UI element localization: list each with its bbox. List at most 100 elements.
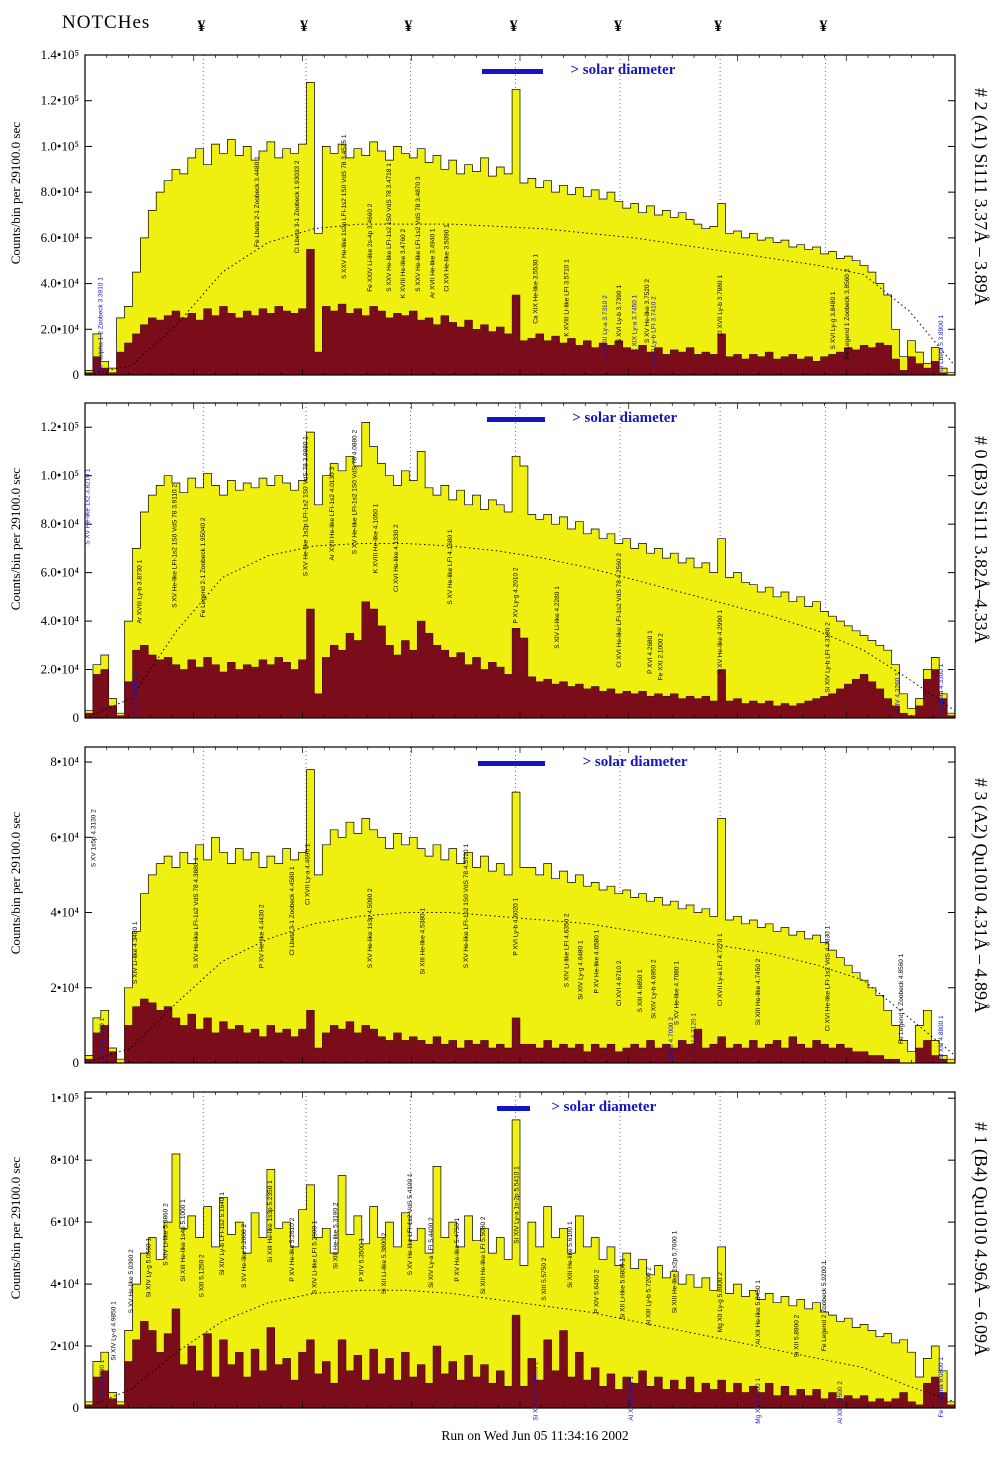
y-tick-label: 8•10⁴	[50, 1152, 79, 1167]
solar-diameter-bar-panel-3	[478, 761, 546, 766]
y-tick-label: 0	[73, 367, 80, 382]
line-annotation: Si XIII He-like 4.5380 1	[419, 908, 426, 975]
y-tick-label: 4•10⁴	[50, 905, 79, 920]
line-annotation: Si XIII He-like 5.3190 2	[332, 1202, 339, 1269]
y-tick-label: 4.0•10⁴	[41, 276, 80, 291]
notches-label: NOTCHes	[62, 12, 151, 33]
line-annotation: Si XIII He-like 4.7450 2	[755, 958, 762, 1025]
y-tick-label: 6.0•10⁴	[41, 230, 80, 245]
line-annotation: Si XII Li-like 5.3800 2	[381, 1232, 388, 1294]
y-tick-label: 1.0•10⁵	[41, 468, 79, 483]
line-annotation: Si XIII He-like 1s3p 5.2350 1	[267, 1180, 274, 1263]
line-annotation: S XIV Li-like 4.2280 1	[554, 586, 561, 649]
line-annotation: S XVI Ly-g 3.8480 1	[830, 291, 837, 349]
line-annotation: Fe Lbeta 2-1 Zoobeck 3.4480 1	[254, 156, 261, 247]
line-annotation: Si XIII He-like 5.6100 1	[567, 1221, 574, 1288]
y-tick-label: 0	[73, 710, 80, 725]
line-annotation: S XXV He-like LFI-1s2 1S0 VdS 78 3.4718 …	[386, 163, 393, 292]
line-annotation: P XV He-like 4.4430 2	[258, 904, 265, 968]
line-annotation: P XV He-like 5.2610 2	[289, 1217, 296, 1281]
line-annotation: Cl XVI He-like 3.5090 1	[444, 224, 451, 292]
line-annotation: S XV He-like 1s2 3.8210 1	[84, 468, 91, 545]
line-annotation: S XV He-like LFI-1s2 VdS 5.4100 1	[407, 1173, 414, 1275]
line-annotation: S XV He-like LFI-1s2 VdS 78 4.3880 1	[193, 857, 200, 968]
line-annotation: S XXV He-like LFI-1s2 VdS 78 3.4870 3	[415, 176, 422, 292]
line-annotation: Ar XVII He-like LFI-1s2 4.0130 3	[329, 467, 336, 561]
histogram-total	[84, 422, 956, 719]
line-annotation: Si XIV Ly-b LFI 4.3180 2	[825, 622, 832, 693]
histogram-background	[84, 249, 955, 376]
notch-symbol: ¥	[299, 18, 308, 35]
line-annotation: Si XIV Ly-d 4.9850 1	[111, 1301, 118, 1361]
line-annotation: Cl Lbeta 3-1 Zoobeck 4.4580 1	[289, 866, 296, 956]
solar-diameter-label-panel-4: > solar diameter	[551, 1099, 657, 1115]
notch-symbol: ¥	[714, 18, 723, 35]
line-annotation: Cl XVI He-like LFI-1s2 VdS 4.7830 1	[825, 926, 832, 1032]
y-tick-label: 2.0•10⁴	[41, 321, 80, 336]
line-annotation: S XV He-like LFI-1s2 1S0 VdS 78 4.0880 2	[351, 430, 358, 555]
line-annotation: Si XIV Ly-a 1s-2p 5.5410 1	[513, 1166, 520, 1244]
channel-label-panel-1: # 2 (A1) Si111 3.37Å – 3.89Å	[971, 88, 991, 306]
line-annotation: Cl XVII Ly-a 4.4690 1	[305, 843, 312, 905]
line-annotation: S XV He-like 3.7520 2	[644, 279, 651, 343]
solar-diameter-bar-panel-1	[481, 69, 544, 74]
y-tick-label: 4•10⁴	[50, 1276, 79, 1291]
solar-diameter-label-panel-3: > solar diameter	[582, 754, 688, 770]
notch-symbol: ¥	[509, 18, 518, 35]
line-annotation: S XV He-like LFI-1s2 1S0 VdS 78 3.9110 2	[171, 484, 178, 608]
y-tick-label: 4.0•10⁴	[41, 613, 80, 628]
histogram-total	[84, 1119, 956, 1409]
line-annotation: P XIV 5.3500 1	[358, 1238, 365, 1282]
y-tick-label: 8.0•10⁴	[41, 516, 80, 531]
y-tick-label: 2.0•10⁴	[41, 662, 80, 677]
histogram-background	[84, 601, 956, 719]
line-annotation: Si XIV Ly-g 4.6480 1	[578, 940, 585, 1000]
line-annotation: S XIV Li-like 5.0860 2	[163, 1203, 170, 1266]
y-tick-label: 2•10⁴	[50, 980, 79, 995]
line-annotation: S XIII 5.1250 2	[198, 1254, 205, 1297]
line-annotation: Cl XVI He-like 4.1330 2	[393, 524, 400, 592]
notch-symbol: ¥	[404, 18, 413, 35]
line-annotation: S XV He-like 1s3p 4.5090 2	[367, 888, 374, 968]
line-annotation: P XVI 4.2680 1	[647, 630, 654, 674]
channel-label-panel-3: # 3 (A2) Qu1010 4.31Å – 4.89Å	[971, 778, 991, 1013]
line-annotation: Cl XVI 4.6710 2	[616, 960, 623, 1006]
y-tick-label: 1.2•10⁵	[41, 93, 79, 108]
line-annotation: K XVIII Li-like LFI 3.5710 1	[564, 259, 571, 337]
line-annotation: Cl XVI He-like LFI-1s2 VdS 78 4.2560 2	[616, 553, 623, 668]
y-axis-title-panel-3: Counts/bin per 29100.0 sec	[8, 812, 23, 955]
line-annotation: Mg XII 5.8500 1	[755, 1378, 762, 1424]
y-axis-title-panel-1: Counts/bin per 29100.0 sec	[8, 122, 23, 265]
line-annotation: Fe Kalpha 1-2 Zoobeck 3.3910 1	[97, 277, 104, 372]
line-annotation: Fe Legend 2-1 Zoobeck 1.95040 2	[200, 517, 207, 617]
line-annotation: S IV 4.3260 1	[894, 672, 901, 712]
line-annotation: S XV He-like 5.0390 2	[128, 1249, 135, 1313]
histogram-background	[84, 1308, 956, 1409]
line-annotation: K XIX Ly-a 3.7450 1	[632, 294, 639, 352]
line-annotation: S XV He-like 4.2990 1	[717, 610, 724, 674]
solar-diameter-label-panel-2: > solar diameter	[572, 410, 678, 426]
line-annotation: K XVIII He-like 4.1050 1	[372, 503, 379, 573]
y-axis-title-panel-2: Counts/bin per 29100.0 sec	[8, 468, 23, 611]
y-tick-label: 6•10⁴	[50, 1214, 79, 1229]
line-annotation: Cl XVII Ly-a LFI 4.7270 1	[717, 933, 724, 1006]
line-annotation: Al XIII 5.7000 1	[628, 1376, 635, 1421]
line-annotation: Si XII 4.7000 2	[668, 1017, 675, 1060]
line-annotation: K XIX 3.8550 1	[132, 671, 139, 715]
solar-diameter-label-panel-1: > solar diameter	[570, 62, 676, 78]
smooth-curve	[84, 543, 956, 719]
line-annotation: S XV He-like LFI-1s2 1S0 VdS 78 4.5720 1	[463, 844, 470, 969]
y-tick-label: 2•10⁴	[50, 1338, 79, 1353]
line-annotation: Cl Lbeta 3-1 Zoobeck 1.93033 2	[294, 160, 301, 253]
y-tick-label: 8.0•10⁴	[41, 184, 80, 199]
notch-symbol: ¥	[819, 18, 828, 35]
y-tick-label: 1.4•10⁵	[41, 47, 79, 62]
line-annotation: Fe XXIV Li-like 2s-4p 3.4660 2	[367, 203, 374, 292]
channel-label-panel-4: # 1 (B4) Qu1010 4.96Å – 6.09Å	[971, 1122, 991, 1356]
line-annotation: Si XIII He-like 1s4p 5.1000 1	[180, 1199, 187, 1282]
line-annotation: S XIII 4.6850 1	[637, 969, 644, 1012]
solar-diameter-bar-panel-4	[496, 1106, 531, 1111]
line-annotation: Si XIV 4.9700 1	[99, 1359, 106, 1405]
